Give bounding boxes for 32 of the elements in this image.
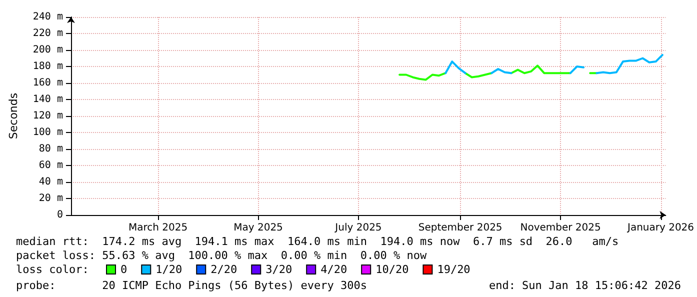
y-tick-label: 0 — [56, 210, 63, 220]
x-tick-label: November 2025 — [520, 222, 601, 234]
legend-label: 0 — [120, 263, 128, 276]
text: probe: 20 ICMP Echo Pings (56 Bytes) every 300s — [16, 279, 367, 292]
y-axis-title: Seconds — [7, 92, 20, 140]
y-tick-label: 140 m — [32, 94, 63, 105]
legend-label: 4/20 — [320, 263, 348, 276]
legend-label: 2/20 — [210, 263, 238, 276]
text: median rtt: 174.2 ms avg 194.1 ms max 164.0 ms min 194.0 ms now 6.7 ms sd 26.0 am/s — [16, 235, 619, 248]
y-tick-label: 60 m — [38, 160, 63, 171]
x-tick-label: May 2025 — [234, 222, 283, 234]
y-tick-label: 80 m — [38, 144, 63, 154]
y-tick-label: 100 m — [32, 127, 63, 138]
legend-label: 10/20 — [376, 263, 409, 276]
y-tick-label: 220 m — [32, 28, 63, 39]
x-tick-label: March 2025 — [128, 222, 188, 234]
legend-label: 19/20 — [437, 263, 470, 276]
y-tick-label: 120 m — [32, 110, 63, 122]
y-tick-label: 200 m — [32, 44, 63, 56]
legend-title: loss color: — [16, 263, 89, 276]
legend-label: 1/20 — [156, 263, 182, 276]
x-tick-label: July 2025 — [334, 222, 382, 234]
y-tick-label: 160 m — [32, 78, 63, 88]
y-tick-label: 40 m — [38, 176, 63, 188]
x-tick-label: September 2025 — [418, 222, 502, 234]
x-tick-label: January 2026 — [626, 222, 694, 234]
y-tick-label: 180 m — [32, 61, 63, 72]
legend-label: 3/20 — [266, 263, 292, 276]
y-tick-label: 20 m — [38, 193, 63, 204]
y-tick-label: 240 m — [32, 12, 63, 22]
text: packet loss: 55.63 % avg 100.00 % max 0.00 % min 0.00 % now — [16, 249, 427, 262]
text: end: Sun Jan 18 15:06:42 2026 — [488, 279, 682, 292]
